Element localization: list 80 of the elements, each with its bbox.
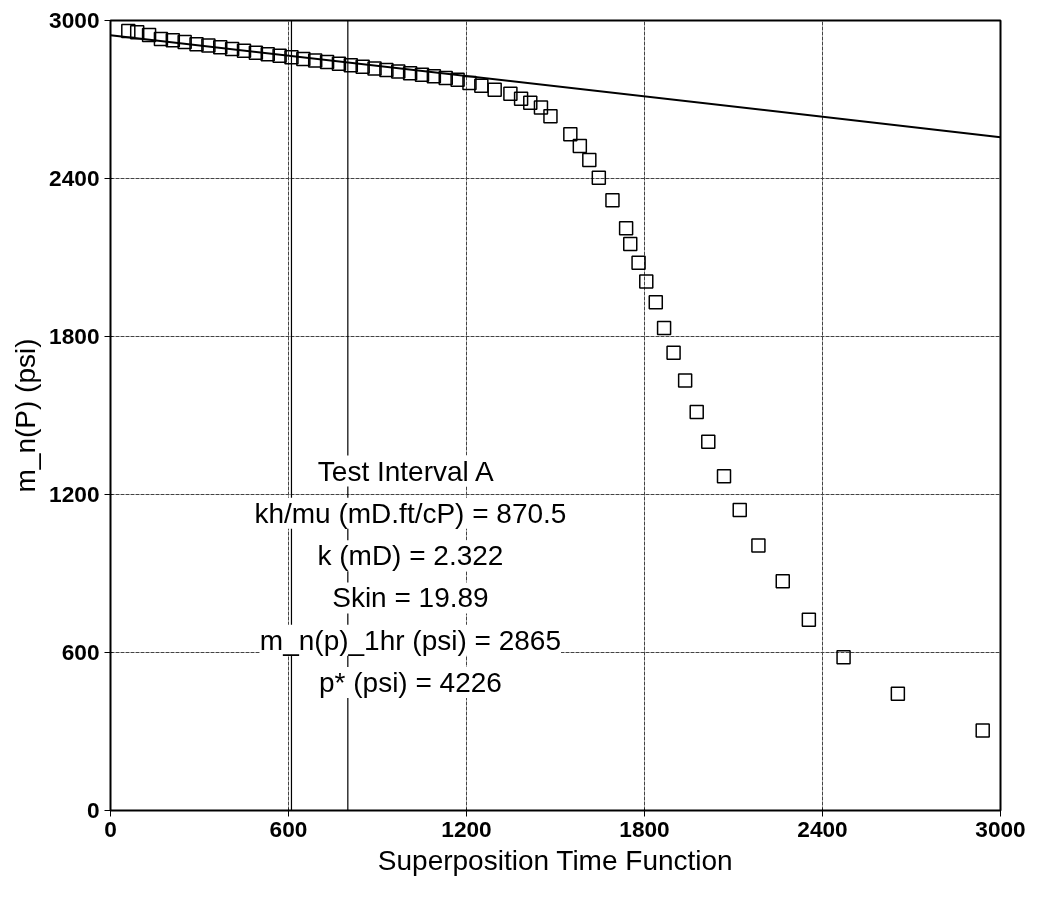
- point: [224, 41, 240, 57]
- annotation: k (mD) = 2.322: [317, 540, 504, 572]
- point: [801, 612, 817, 628]
- annotation: kh/mu (mD.ft/cP) = 870.5: [254, 497, 567, 529]
- point: [343, 58, 359, 73]
- point: [355, 59, 370, 75]
- point: [732, 502, 747, 518]
- point: [639, 274, 654, 289]
- point: [666, 345, 681, 361]
- annotation: m_n(p)_1hr (psi) = 2865: [259, 624, 562, 656]
- point: [307, 53, 323, 68]
- x-tick-label: 3000: [975, 815, 1026, 842]
- point: [272, 48, 287, 64]
- x-tick-label: 600: [269, 815, 308, 842]
- point: [450, 72, 465, 87]
- point: [248, 45, 264, 60]
- x-tick-label: 2400: [797, 815, 848, 842]
- point: [201, 38, 216, 53]
- x-tick-label: 1200: [441, 815, 492, 842]
- y-tick-label: 600: [61, 639, 100, 665]
- point: [836, 649, 851, 665]
- y-tick-label: 0: [86, 797, 100, 823]
- point: [605, 193, 620, 208]
- y-tick-label: 2400: [49, 165, 100, 191]
- point: [775, 573, 790, 589]
- point: [462, 75, 477, 91]
- point: [379, 62, 394, 78]
- point: [975, 723, 990, 738]
- point: [367, 61, 382, 76]
- point: [689, 404, 704, 420]
- point: [426, 69, 442, 84]
- point: [677, 373, 693, 388]
- point: [296, 51, 311, 67]
- y-tick-label: 1800: [49, 323, 100, 349]
- point: [648, 295, 664, 310]
- annotation: Skin = 19.89: [332, 582, 489, 614]
- point: [438, 70, 453, 86]
- point: [319, 54, 335, 70]
- point: [618, 221, 634, 236]
- point: [177, 34, 192, 50]
- point: [656, 320, 672, 336]
- point: [284, 50, 299, 65]
- point: [153, 31, 169, 47]
- point: [701, 434, 716, 450]
- point: [121, 23, 136, 39]
- point: [890, 686, 906, 702]
- point: [331, 56, 347, 71]
- point: [543, 109, 558, 124]
- point: [487, 82, 502, 98]
- point: [260, 46, 275, 62]
- point: [513, 91, 529, 106]
- y-axis-title: m_n(P) (psi): [10, 338, 42, 493]
- point: [165, 33, 181, 48]
- point: [631, 255, 646, 271]
- point: [414, 67, 430, 82]
- point: [523, 95, 538, 110]
- point: [474, 78, 489, 94]
- x-axis-title: Superposition Time Function: [377, 844, 733, 876]
- y-tick-label: 1200: [49, 481, 100, 507]
- y-tick-label: 3000: [49, 7, 100, 33]
- point: [236, 43, 252, 59]
- annotation: p* (psi) = 4226: [318, 666, 502, 698]
- point: [572, 138, 588, 154]
- point: [582, 152, 597, 168]
- point: [189, 36, 204, 52]
- point: [716, 469, 732, 484]
- point: [623, 236, 638, 252]
- annotation: Test Interval A: [317, 455, 495, 487]
- point: [563, 127, 578, 142]
- point: [391, 64, 406, 79]
- point: [213, 40, 228, 55]
- x-tick-label: 1800: [619, 815, 670, 842]
- point: [591, 170, 607, 185]
- x-tick-label: 0: [104, 815, 117, 842]
- point: [503, 86, 518, 101]
- point: [129, 25, 145, 40]
- point: [533, 100, 549, 115]
- point: [402, 65, 418, 81]
- point: [141, 27, 157, 43]
- point: [751, 538, 766, 553]
